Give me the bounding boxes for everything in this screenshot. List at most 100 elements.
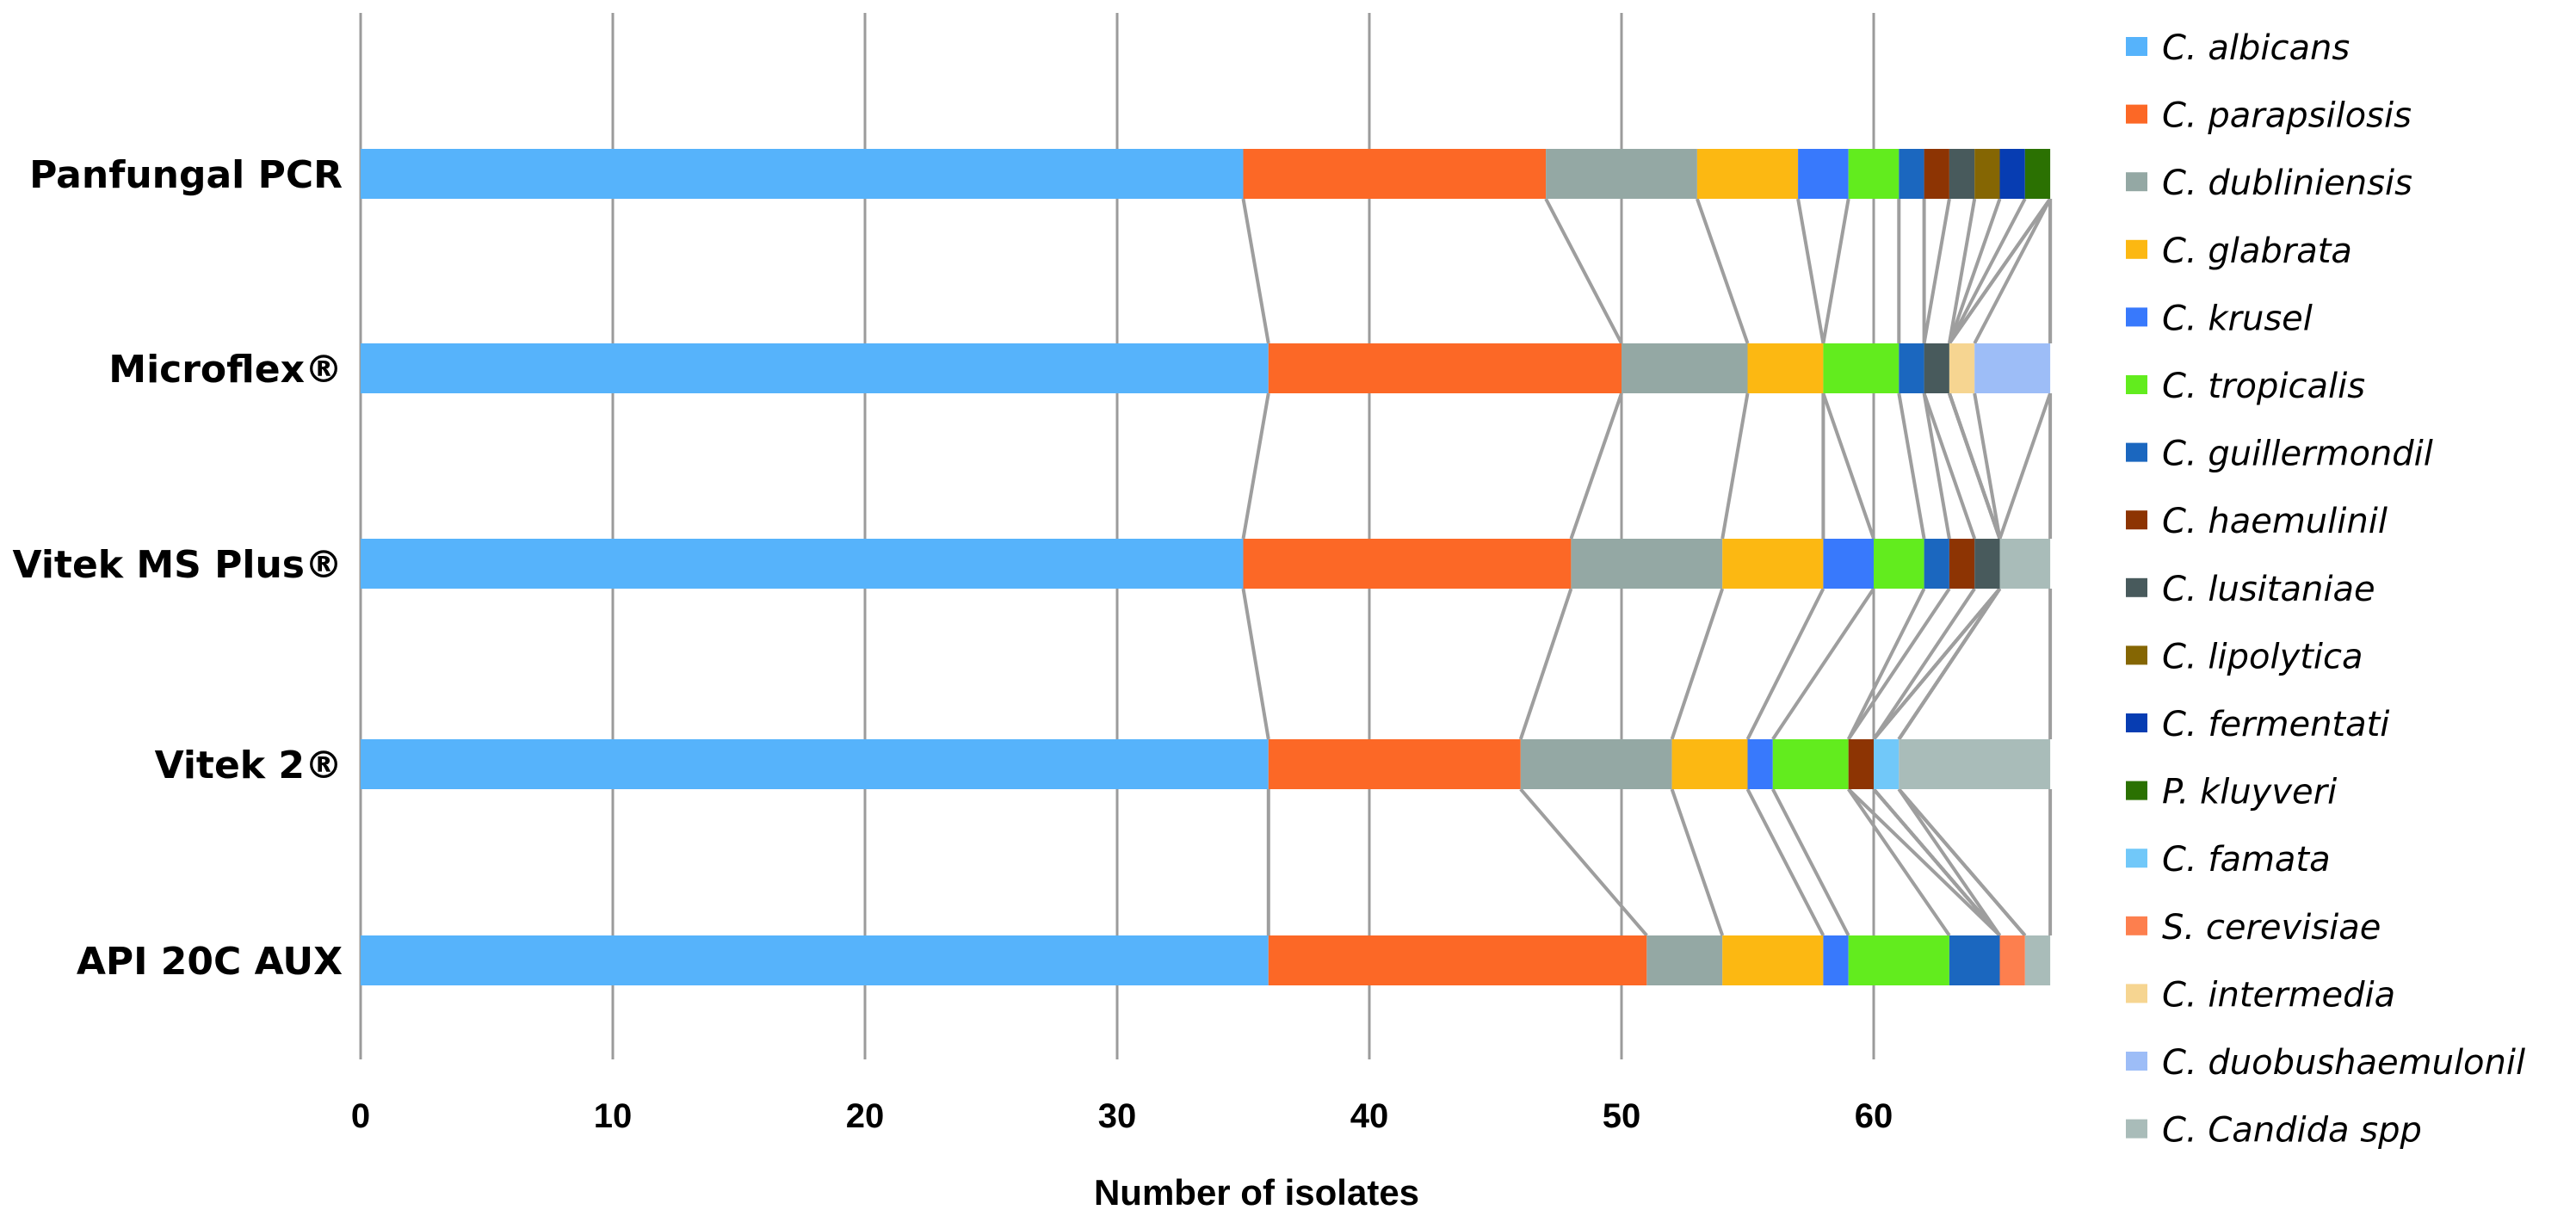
series-line bbox=[1973, 198, 2052, 344]
legend: C. albicans C. parapsilosis C. dubliniensi… bbox=[2126, 28, 2525, 1151]
series-line bbox=[1948, 392, 2002, 540]
bar-segment bbox=[361, 935, 1269, 985]
series-line bbox=[1922, 392, 1977, 540]
series-line bbox=[1897, 787, 2002, 937]
legend-swatch bbox=[2126, 713, 2147, 732]
series-line bbox=[1518, 588, 1573, 740]
legend-item: C. lusitaniae bbox=[2126, 570, 2375, 609]
category-label: Vitek MS Plus® bbox=[13, 543, 343, 587]
bar-group bbox=[361, 149, 2051, 199]
bar-group bbox=[361, 935, 2051, 985]
bar-segment bbox=[1999, 539, 2051, 589]
bar-segment bbox=[1949, 343, 1975, 393]
series-line bbox=[1897, 787, 2027, 937]
bar-segment bbox=[1999, 149, 2025, 199]
legend-swatch bbox=[2126, 1052, 2147, 1071]
bar-segment bbox=[1899, 739, 2051, 789]
series-line bbox=[1872, 587, 1976, 741]
bar-segment bbox=[1772, 739, 1849, 789]
series-line bbox=[1241, 198, 1270, 344]
legend-swatch bbox=[2126, 375, 2147, 394]
x-tick-label: 0 bbox=[351, 1097, 370, 1135]
legend-swatch bbox=[2126, 781, 2147, 800]
legend-item: C. albicans bbox=[2126, 28, 2350, 68]
legend-swatch bbox=[2126, 577, 2147, 597]
series-line bbox=[1897, 587, 2002, 741]
series-line bbox=[1720, 392, 1750, 540]
category-label: Vitek 2® bbox=[155, 744, 343, 787]
legend-swatch bbox=[2126, 849, 2147, 868]
bar-segment bbox=[1747, 739, 1773, 789]
legend-item: C. famata bbox=[2126, 840, 2331, 880]
bar-group bbox=[361, 343, 2051, 393]
legend-item: C. guillermondil bbox=[2126, 435, 2433, 474]
x-tick-label: 30 bbox=[1098, 1097, 1137, 1135]
legend-label: C. intermedia bbox=[2162, 975, 2395, 1015]
bar-segment bbox=[361, 343, 1269, 393]
bar-segment bbox=[1546, 149, 1697, 199]
legend-label: S. cerevisiae bbox=[2162, 908, 2381, 948]
legend-label: C. fermentati bbox=[2162, 705, 2389, 744]
bar-segment bbox=[361, 739, 1269, 789]
legend-swatch bbox=[2126, 510, 2147, 530]
bar-segment bbox=[1924, 343, 1949, 393]
bar-segment bbox=[1571, 539, 1723, 589]
bar-segment bbox=[1949, 149, 1975, 199]
bars bbox=[361, 149, 2051, 985]
series-line bbox=[1872, 587, 2002, 741]
bar-segment bbox=[1622, 343, 1748, 393]
bar-segment bbox=[1823, 343, 1900, 393]
bar-segment bbox=[361, 539, 1244, 589]
legend-swatch bbox=[2126, 37, 2147, 56]
bar-segment bbox=[1696, 149, 1799, 199]
series-line bbox=[1897, 392, 1926, 540]
bar-segment bbox=[1268, 343, 1622, 393]
bar-segment bbox=[1974, 149, 2000, 199]
category-label: API 20C AUX bbox=[77, 940, 343, 984]
bar-segment bbox=[1671, 739, 1748, 789]
series-line bbox=[1519, 787, 1648, 937]
bar-segment bbox=[1823, 539, 1874, 589]
bar-segment bbox=[1848, 935, 1949, 985]
category-labels: Panfungal PCR Microflex® Vitek MS Plus® Vit… bbox=[13, 153, 343, 984]
series-line bbox=[1973, 392, 2002, 540]
x-tick-label: 50 bbox=[1603, 1097, 1641, 1135]
series-line bbox=[1922, 392, 1951, 540]
series-line bbox=[1922, 198, 1951, 344]
series-line bbox=[1670, 588, 1725, 740]
bar-segment bbox=[361, 149, 1244, 199]
series-line bbox=[1670, 788, 1725, 936]
series-line bbox=[1745, 588, 1825, 740]
legend-item: C. duobushaemulonil bbox=[2126, 1043, 2525, 1083]
legend-label: C. tropicalis bbox=[2162, 367, 2365, 406]
bar-segment bbox=[1848, 149, 1900, 199]
series-line bbox=[1771, 788, 1850, 936]
legend-item: S. cerevisiae bbox=[2126, 908, 2381, 948]
legend-swatch bbox=[2126, 307, 2147, 327]
series-line bbox=[1544, 198, 1623, 344]
series-line bbox=[1948, 198, 2002, 344]
series-line bbox=[1771, 587, 1875, 741]
bar-segment bbox=[1999, 935, 2025, 985]
bar-segment bbox=[1747, 343, 1824, 393]
legend-swatch bbox=[2126, 1119, 2147, 1139]
bar-segment bbox=[1974, 539, 2000, 589]
series-line bbox=[1796, 198, 1825, 344]
series-line bbox=[1696, 198, 1750, 344]
bar-segment bbox=[1874, 739, 1900, 789]
bar-segment bbox=[1243, 539, 1572, 589]
series-line bbox=[1998, 392, 2052, 540]
bar-segment bbox=[1899, 343, 1924, 393]
legend-item: C. haemulinil bbox=[2126, 502, 2388, 541]
bar-segment bbox=[1268, 739, 1521, 789]
legend-label: C. Candida spp bbox=[2162, 1111, 2422, 1151]
x-tick-label: 60 bbox=[1855, 1097, 1893, 1135]
legend-label: C. duobushaemulonil bbox=[2162, 1043, 2525, 1083]
legend-item: P. kluyveri bbox=[2126, 773, 2337, 812]
series-line bbox=[1948, 198, 2027, 344]
legend-label: C. lipolytica bbox=[2162, 637, 2363, 676]
legend-label: C. guillermondil bbox=[2162, 435, 2433, 474]
x-tick-labels: 0 10 20 30 40 50 60 bbox=[351, 1097, 1893, 1135]
legend-item: C. glabrata bbox=[2126, 232, 2352, 271]
